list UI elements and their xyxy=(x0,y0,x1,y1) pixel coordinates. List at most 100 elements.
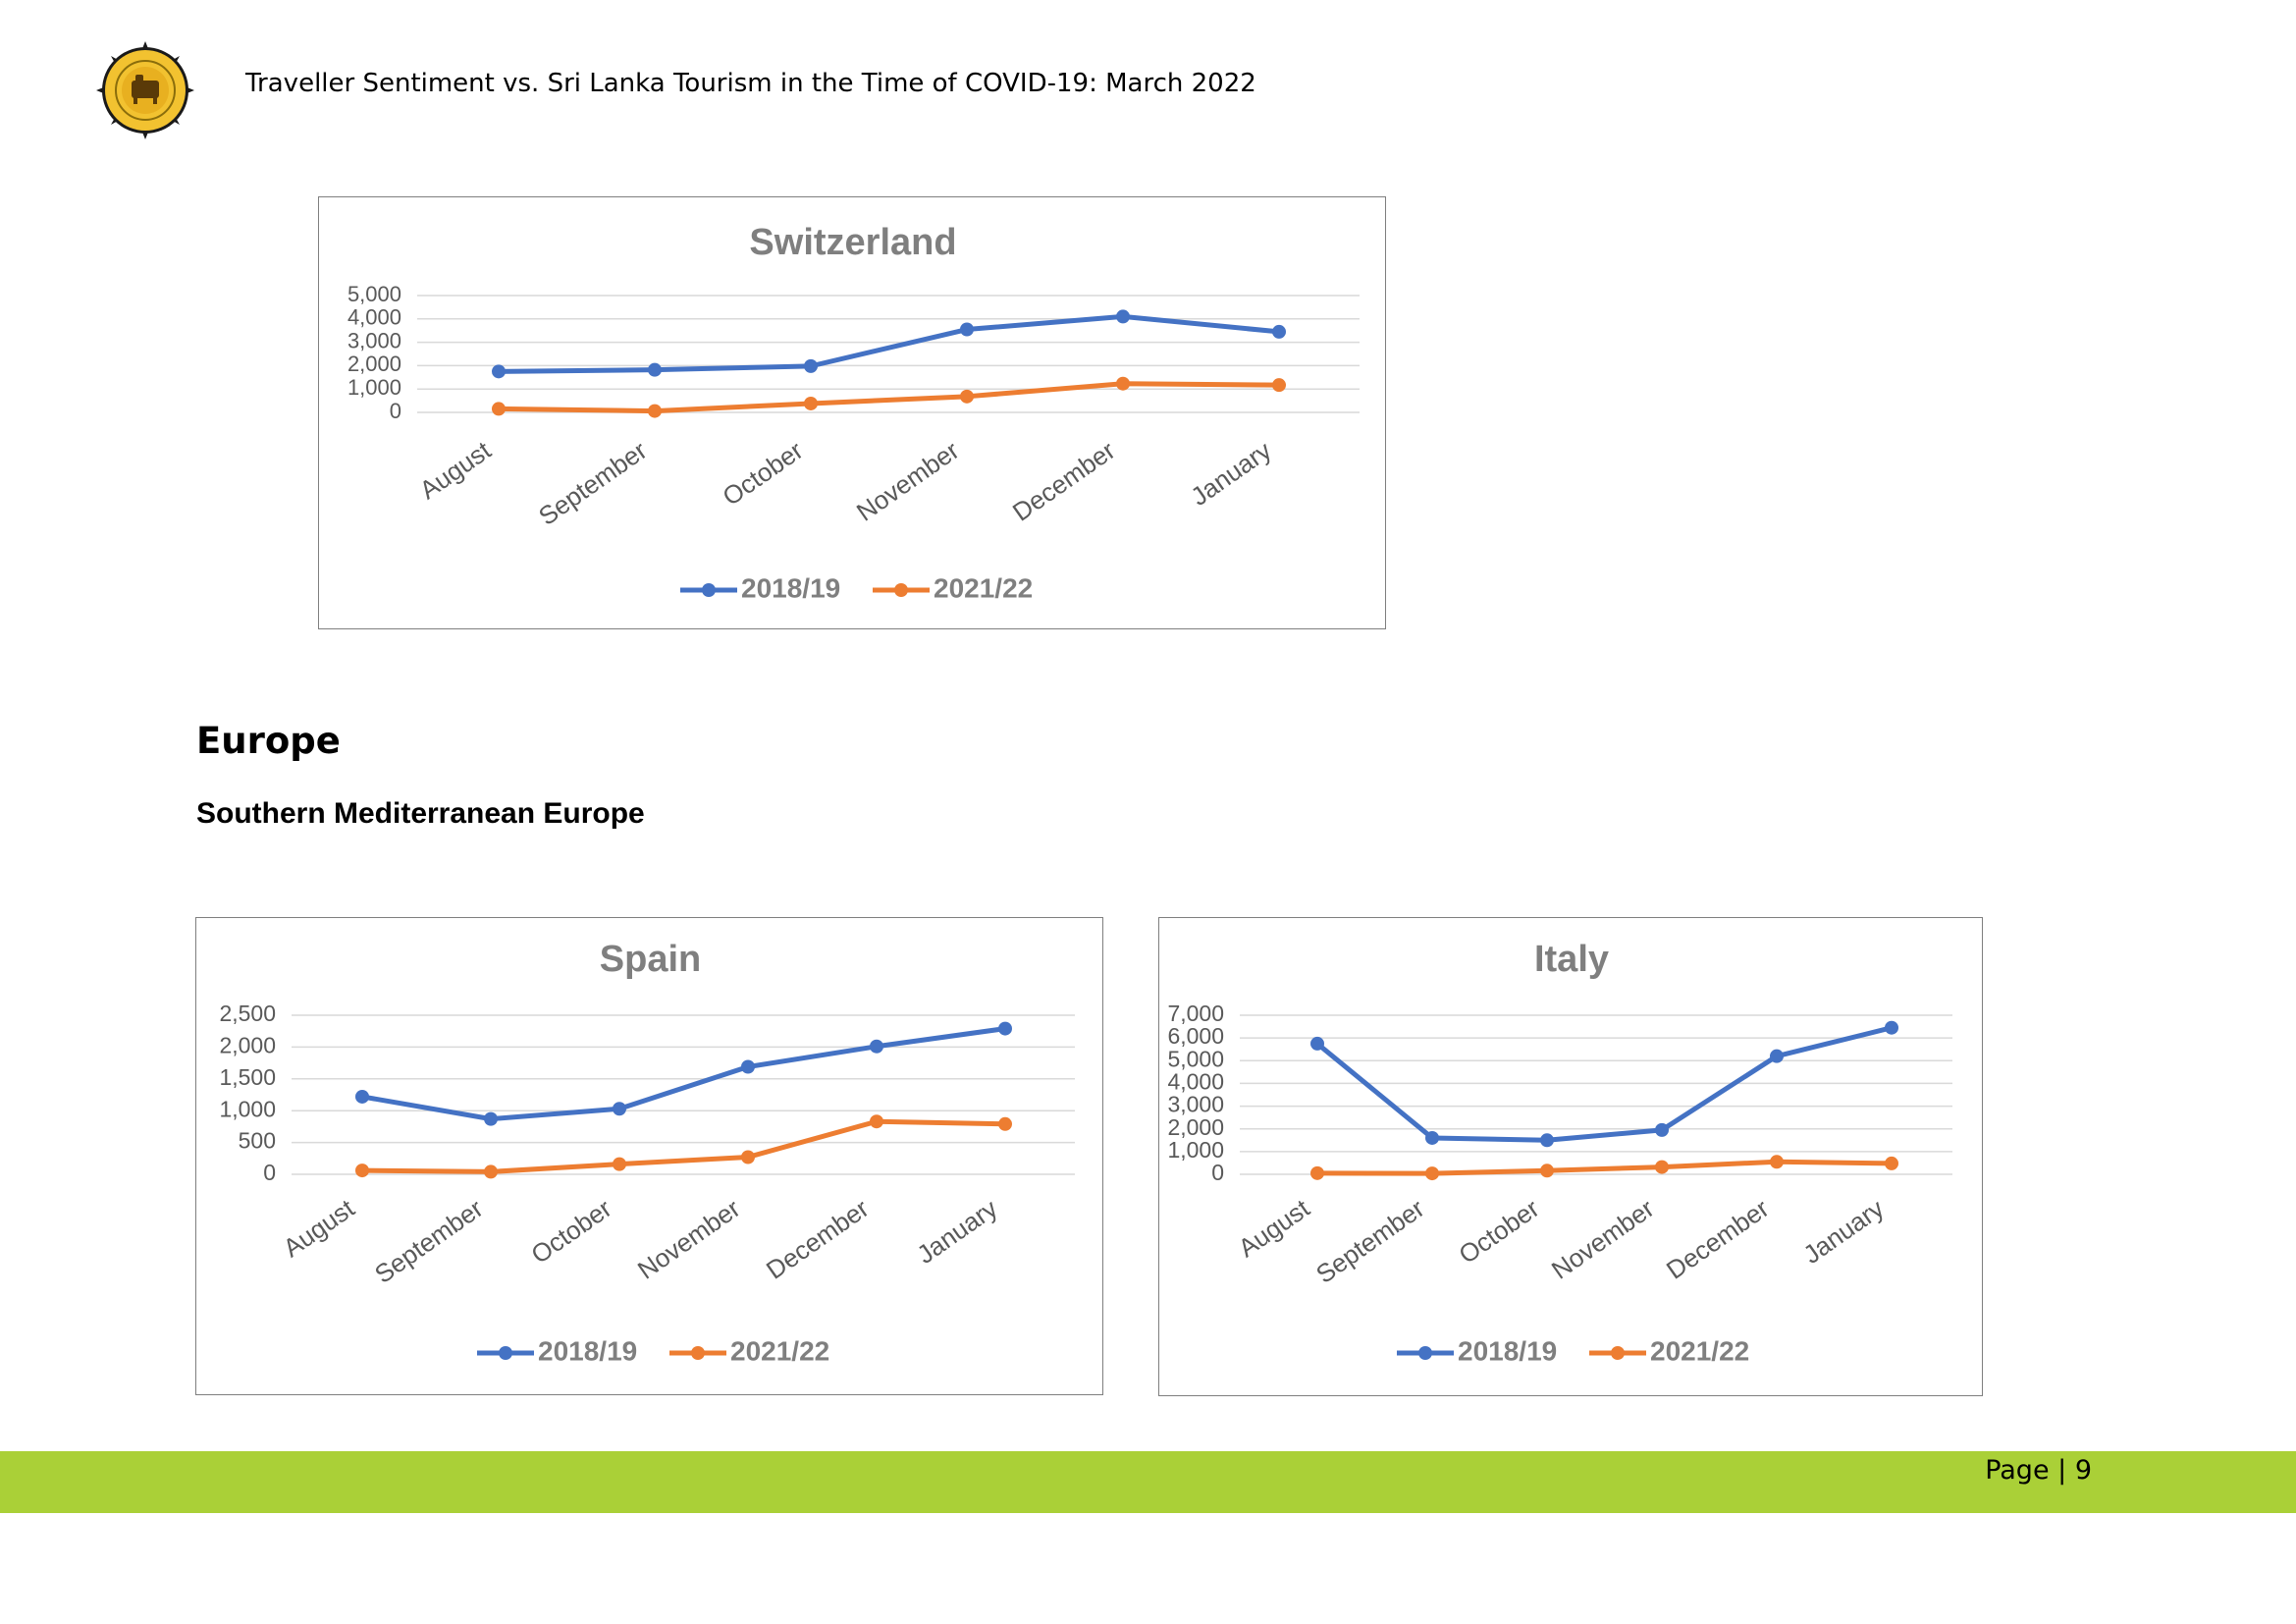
switzerland-y-tick-label: 5,000 xyxy=(347,282,401,306)
legend-label: 2018/19 xyxy=(538,1335,637,1366)
spain-x-tick-label: October xyxy=(525,1193,616,1270)
switzerland-data-point xyxy=(960,322,974,337)
section-heading: Europe xyxy=(196,720,341,762)
switzerland-legend-entry: 2018/19 xyxy=(680,572,840,603)
switzerland-x-tick-label: September xyxy=(533,435,653,531)
spain-x-tick-label: December xyxy=(761,1193,875,1285)
italy-x-tick-label: December xyxy=(1661,1193,1775,1285)
italy-y-tick-label: 6,000 xyxy=(1167,1023,1224,1049)
spain-data-point xyxy=(870,1114,883,1129)
spain-chart: Spain 0 500 1,000 1,500 2,000 2,500 August Septe… xyxy=(195,917,1103,1395)
italy-y-tick-label: 3,000 xyxy=(1167,1092,1224,1117)
italy-y-tick-label: 1,000 xyxy=(1167,1137,1224,1163)
switzerland-data-point xyxy=(492,402,506,416)
spain-data-point xyxy=(870,1039,883,1054)
italy-data-point xyxy=(1425,1130,1439,1145)
italy-series-line-0 xyxy=(1314,1025,1895,1143)
italy-data-point xyxy=(1310,1036,1324,1051)
switzerland-y-tick-label: 3,000 xyxy=(347,328,401,352)
spain-x-tick-label: September xyxy=(369,1193,489,1289)
switzerland-y-tick-label: 0 xyxy=(390,399,401,423)
italy-legend-entry: 2018/19 xyxy=(1397,1335,1557,1366)
legend-label: 2018/19 xyxy=(741,572,840,603)
switzerland-y-tick-label: 2,000 xyxy=(347,352,401,376)
switzerland-series-line-1 xyxy=(496,381,1282,414)
spain-y-tick-label: 0 xyxy=(263,1160,276,1185)
legend-marker xyxy=(1611,1346,1625,1360)
switzerland-data-point xyxy=(1272,324,1286,339)
spain-chart-svg: Spain 0 500 1,000 1,500 2,000 2,500 August Septe… xyxy=(219,939,1075,1366)
spain-legend-entry: 2018/19 xyxy=(477,1335,637,1366)
legend-marker xyxy=(1418,1346,1432,1360)
spain-y-tick-label: 2,000 xyxy=(219,1032,276,1057)
italy-y-tick-label: 0 xyxy=(1211,1160,1224,1185)
legend-marker xyxy=(894,583,908,597)
italy-data-point xyxy=(1540,1164,1554,1178)
switzerland-chart: Switzerland 0 1,000 2,000 3,000 4,000 5,000 Aug… xyxy=(318,196,1386,629)
spain-data-point xyxy=(613,1157,626,1171)
spain-data-point xyxy=(355,1089,369,1104)
page-number: Page | 9 xyxy=(1985,1455,2092,1486)
italy-chart: Italy 0 1,000 2,000 3,000 4,000 5,000 6,000 7,00… xyxy=(1158,917,1983,1396)
switzerland-data-point xyxy=(1116,376,1130,391)
switzerland-data-point xyxy=(804,396,818,410)
switzerland-x-tick-label: November xyxy=(851,435,965,527)
italy-x-tick-label: November xyxy=(1546,1193,1660,1285)
italy-data-point xyxy=(1655,1160,1669,1174)
legend-marker xyxy=(499,1346,512,1360)
legend-label: 2018/19 xyxy=(1458,1335,1557,1366)
spain-data-point xyxy=(741,1059,755,1074)
italy-y-tick-label: 4,000 xyxy=(1167,1069,1224,1095)
switzerland-data-point xyxy=(1272,378,1286,393)
legend-marker xyxy=(691,1346,705,1360)
italy-data-point xyxy=(1310,1165,1324,1180)
italy-x-tick-label: January xyxy=(1797,1193,1889,1270)
footer-bar xyxy=(0,1451,2296,1513)
spain-data-point xyxy=(484,1111,498,1126)
spain-x-tick-label: November xyxy=(632,1193,746,1285)
italy-data-point xyxy=(1885,1020,1898,1035)
switzerland-series-line-0 xyxy=(496,313,1282,374)
italy-y-tick-label: 2,000 xyxy=(1167,1114,1224,1140)
italy-chart-svg: Italy 01,0002,0003,0004,0005,0006,0007,00… xyxy=(1167,939,1952,1366)
switzerland-data-point xyxy=(960,389,974,404)
legend-label: 2021/22 xyxy=(1650,1335,1749,1366)
spain-series-line-0 xyxy=(359,1026,1008,1122)
spain-y-tick-label: 1,000 xyxy=(219,1096,276,1121)
italy-data-point xyxy=(1770,1155,1784,1169)
legend-label: 2021/22 xyxy=(730,1335,829,1366)
switzerland-x-tick-label: December xyxy=(1007,435,1121,527)
switzerland-data-point xyxy=(804,358,818,373)
spain-y-tick-label: 1,500 xyxy=(219,1064,276,1090)
italy-y-tick-label: 5,000 xyxy=(1167,1046,1224,1071)
italy-x-tick-label: August xyxy=(1233,1193,1315,1263)
switzerland-data-point xyxy=(648,404,662,418)
switzerland-data-point xyxy=(648,362,662,377)
italy-x-tick-label: September xyxy=(1310,1193,1430,1289)
sub-heading: Southern Mediterranean Europe xyxy=(196,797,645,830)
spain-legend-entry: 2021/22 xyxy=(669,1335,829,1366)
switzerland-y-tick-label: 4,000 xyxy=(347,305,401,330)
italy-chart-title: Italy xyxy=(1534,939,1609,980)
document-header-title: Traveller Sentiment vs. Sri Lanka Touris… xyxy=(245,69,1256,98)
switzerland-x-tick-label: October xyxy=(717,435,808,512)
spain-chart-title: Spain xyxy=(600,939,701,980)
italy-x-tick-label: October xyxy=(1453,1193,1544,1270)
spain-data-point xyxy=(484,1164,498,1179)
spain-data-point xyxy=(741,1150,755,1164)
spain-data-point xyxy=(355,1164,369,1178)
tourism-emblem-logo xyxy=(96,41,194,139)
legend-label: 2021/22 xyxy=(934,572,1033,603)
spain-data-point xyxy=(998,1021,1012,1036)
italy-data-point xyxy=(1540,1133,1554,1148)
italy-series-line-1 xyxy=(1314,1159,1895,1176)
switzerland-data-point xyxy=(1116,309,1130,324)
switzerland-x-tick-label: January xyxy=(1185,435,1276,512)
switzerland-y-tick-label: 1,000 xyxy=(347,375,401,400)
italy-data-point xyxy=(1655,1122,1669,1137)
legend-marker xyxy=(702,583,716,597)
spain-x-tick-label: August xyxy=(278,1193,360,1263)
italy-legend-entry: 2021/22 xyxy=(1589,1335,1749,1366)
italy-data-point xyxy=(1885,1156,1898,1170)
switzerland-legend-entry: 2021/22 xyxy=(873,572,1033,603)
